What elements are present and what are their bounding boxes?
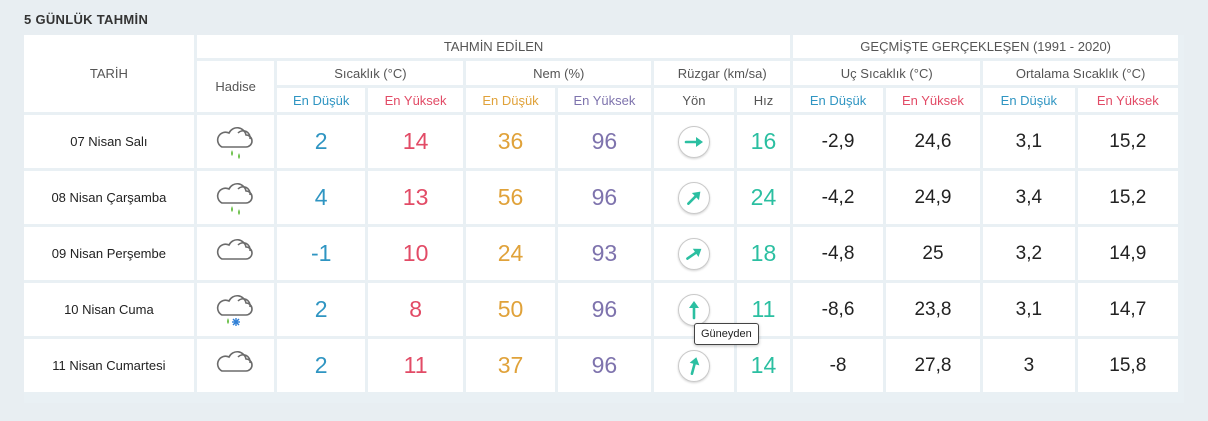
forecast-row: 10 Nisan Cuma 2 8 50 96 11 -8,6 23,8 3,1 14,7: [24, 283, 1178, 336]
history-header: GEÇMİŞTE GERÇEKLEŞEN (1991 - 2020): [793, 35, 1178, 58]
rain-cloud-icon: [196, 171, 275, 224]
wind-speed-cell: 14: [736, 339, 791, 392]
avg-low-cell: 3,1: [983, 115, 1075, 168]
forecast-panel: TARİH TAHMİN EDİLEN GEÇMİŞTE GERÇEKLEŞEN…: [24, 35, 1184, 403]
wind-direction-cell[interactable]: [654, 115, 734, 168]
forecast-row: 11 Nisan Cumartesi 2 11 37 96 14 -8 27,8 3 15,8: [24, 339, 1178, 392]
date-cell: 08 Nisan Çarşamba: [24, 171, 194, 224]
ext-low-cell: -4,8: [793, 227, 883, 280]
hum-low-cell: 24: [466, 227, 555, 280]
temp-low-cell: 2: [277, 115, 365, 168]
ext-low-cell: -4,2: [793, 171, 883, 224]
temp-low-header: En Düşük: [277, 88, 365, 112]
wind-direction-cell[interactable]: [654, 227, 734, 280]
wind-arrow-icon[interactable]: [677, 125, 710, 158]
avg-low-cell: 3,4: [983, 171, 1075, 224]
event-header: Hadise: [196, 61, 275, 112]
forecast-row: 07 Nisan Salı 2 14 36 96 16 -2,9 24,6 3,1 15,2: [24, 115, 1178, 168]
ext-high-cell: 23,8: [885, 283, 981, 336]
hum-low-header: En Düşük: [466, 88, 555, 112]
wind-speed-cell: 11: [736, 283, 791, 336]
hum-low-cell: 50: [466, 283, 555, 336]
avg-high-cell: 15,8: [1077, 339, 1178, 392]
avg-high-cell: 15,2: [1077, 171, 1178, 224]
hum-high-header: En Yüksek: [557, 88, 652, 112]
ext-high-cell: 24,6: [885, 115, 981, 168]
forecast-row: 09 Nisan Perşembe -1 10 24 93 18 -4,8 25 3,2 14,9: [24, 227, 1178, 280]
ext-low-header: En Düşük: [793, 88, 883, 112]
wind-direction-tooltip: Güneyden: [694, 323, 759, 345]
hum-low-cell: 37: [466, 339, 555, 392]
hum-low-cell: 36: [466, 115, 555, 168]
temp-high-cell: 14: [367, 115, 464, 168]
forecast-header: TAHMİN EDİLEN: [196, 35, 791, 58]
sleet-cloud-icon: [196, 283, 275, 336]
avg-temp-header: Ortalama Sıcaklık (°C): [983, 61, 1178, 85]
avg-low-cell: 3,2: [983, 227, 1075, 280]
cloud-icon: [196, 227, 275, 280]
avg-low-header: En Düşük: [983, 88, 1075, 112]
temp-header: Sıcaklık (°C): [277, 61, 464, 85]
temp-low-cell: 4: [277, 171, 365, 224]
ext-high-cell: 27,8: [885, 339, 981, 392]
avg-low-cell: 3: [983, 339, 1075, 392]
temp-high-cell: 8: [367, 283, 464, 336]
avg-high-cell: 15,2: [1077, 115, 1178, 168]
forecast-table: TARİH TAHMİN EDİLEN GEÇMİŞTE GERÇEKLEŞEN…: [21, 32, 1181, 395]
ext-high-header: En Yüksek: [885, 88, 981, 112]
temp-low-cell: -1: [277, 227, 365, 280]
avg-high-cell: 14,7: [1077, 283, 1178, 336]
hum-high-cell: 93: [557, 227, 652, 280]
wind-dir-header: Yön: [654, 88, 734, 112]
hum-high-cell: 96: [557, 283, 652, 336]
date-cell: 07 Nisan Salı: [24, 115, 194, 168]
hum-high-cell: 96: [557, 115, 652, 168]
wind-arrow-icon[interactable]: [677, 237, 710, 270]
wind-direction-cell[interactable]: [654, 339, 734, 392]
wind-speed-header: Hız: [736, 88, 791, 112]
wind-speed-cell: 16: [736, 115, 791, 168]
avg-low-cell: 3,1: [983, 283, 1075, 336]
temp-high-header: En Yüksek: [367, 88, 464, 112]
hum-low-cell: 56: [466, 171, 555, 224]
ext-low-cell: -2,9: [793, 115, 883, 168]
wind-arrow-icon[interactable]: [677, 181, 710, 214]
hum-high-cell: 96: [557, 171, 652, 224]
date-cell: 11 Nisan Cumartesi: [24, 339, 194, 392]
date-header: TARİH: [24, 35, 194, 112]
avg-high-cell: 14,9: [1077, 227, 1178, 280]
temp-low-cell: 2: [277, 283, 365, 336]
extreme-temp-header: Uç Sıcaklık (°C): [793, 61, 981, 85]
temp-low-cell: 2: [277, 339, 365, 392]
date-cell: 09 Nisan Perşembe: [24, 227, 194, 280]
wind-arrow-icon[interactable]: [677, 293, 710, 326]
temp-high-cell: 13: [367, 171, 464, 224]
temp-high-cell: 10: [367, 227, 464, 280]
avg-high-header: En Yüksek: [1077, 88, 1178, 112]
date-cell: 10 Nisan Cuma: [24, 283, 194, 336]
hum-high-cell: 96: [557, 339, 652, 392]
ext-low-cell: -8: [793, 339, 883, 392]
ext-high-cell: 24,9: [885, 171, 981, 224]
ext-high-cell: 25: [885, 227, 981, 280]
wind-header: Rüzgar (km/sa): [654, 61, 791, 85]
section-title: 5 GÜNLÜK TAHMİN: [24, 12, 149, 27]
wind-speed-cell: 24: [736, 171, 791, 224]
rain-cloud-icon: [196, 115, 275, 168]
wind-direction-cell[interactable]: [654, 171, 734, 224]
cloud-icon: [196, 339, 275, 392]
temp-high-cell: 11: [367, 339, 464, 392]
forecast-row: 08 Nisan Çarşamba 4 13 56 96 24 -4,2 24,9 3,4 15,…: [24, 171, 1178, 224]
humidity-header: Nem (%): [466, 61, 652, 85]
wind-speed-cell: 18: [736, 227, 791, 280]
wind-arrow-icon[interactable]: [677, 349, 710, 382]
ext-low-cell: -8,6: [793, 283, 883, 336]
